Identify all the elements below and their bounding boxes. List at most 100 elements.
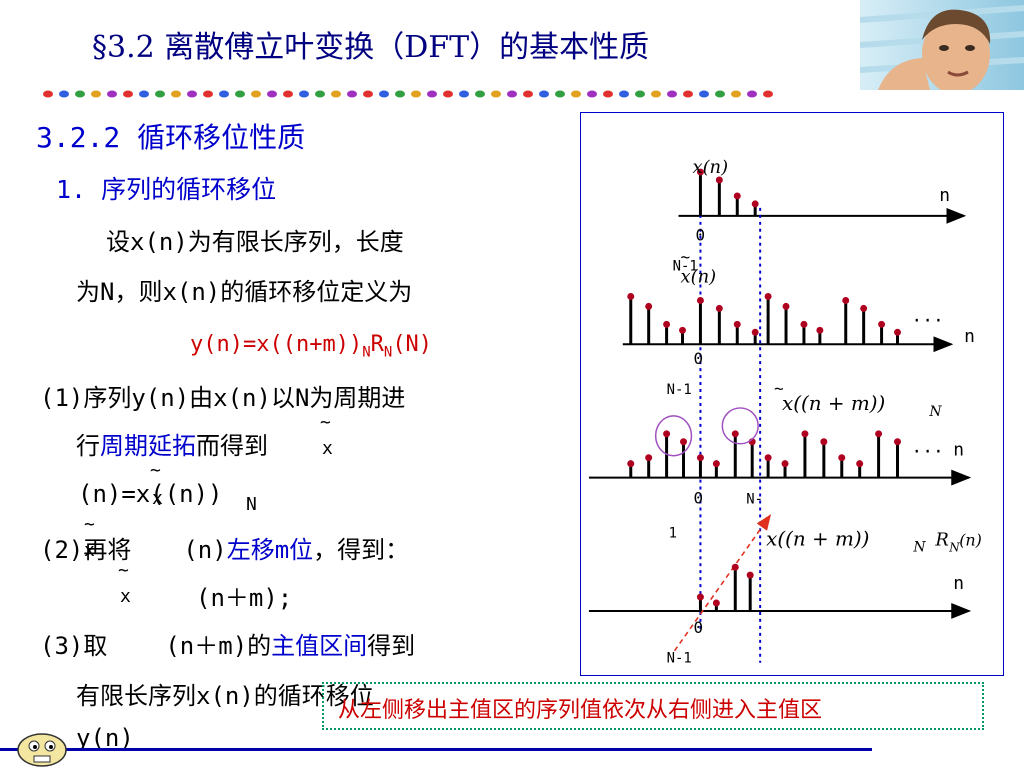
divider-dot [187, 90, 197, 98]
tilde-mark-3: ~ [84, 514, 95, 535]
step-1-equation: (n)=x((n)) [78, 480, 223, 508]
divider-dot [91, 90, 101, 98]
header-photo [860, 0, 1024, 90]
divider-dot [459, 90, 469, 98]
divider-dot [571, 90, 581, 98]
label-zero-row-2: 0 [693, 349, 703, 368]
step-1-line-a: (1)序列y(n)由x(n)以N为周期进 [40, 384, 406, 412]
tilde-row-2: ~ [681, 248, 691, 267]
stem-row-3-dot [645, 454, 653, 462]
step-3-line-b: 有限长序列x(n)的循环移位 [76, 682, 374, 710]
label-n1-row-1: N-1 [673, 259, 698, 275]
label-n1-row-2: N-1 [667, 382, 692, 398]
divider-dot [155, 90, 165, 98]
divider-dot [315, 90, 325, 98]
tilde-mark-2: ~ [150, 460, 161, 481]
divider-dot [475, 90, 485, 98]
stem-row-2-dot [645, 302, 653, 310]
stem-row-2-dot [816, 326, 824, 334]
stem-row-1-dot [733, 192, 741, 200]
divider-dot [443, 90, 453, 98]
divider-dot [75, 90, 85, 98]
stem-row-2-dot [894, 328, 901, 336]
divider-dot [619, 90, 629, 98]
text-line-2: 为N，则x(n)的循环移位定义为 [76, 278, 413, 306]
label-n-row-3: n [953, 440, 964, 461]
x-tilde-letter-1: x [322, 438, 333, 459]
divider-dot [491, 90, 501, 98]
formula-subscript-1: N [362, 344, 371, 361]
stem-row-2-dot [627, 292, 635, 300]
label-zero-row-1: 0 [695, 226, 705, 245]
explanation-note: 从左侧移出主值区的序列值依次从右侧进入主值区 [322, 682, 984, 730]
formula-subscript-2: N [383, 344, 393, 361]
divider-dot [507, 90, 517, 98]
divider-dot [235, 90, 245, 98]
stem-row-3-dot [680, 438, 687, 446]
step-1-post: 而得到 [196, 432, 268, 460]
label-n-minus-row-3: N- [746, 491, 763, 507]
divider-dot [59, 90, 69, 98]
label-zero-row-3: 0 [693, 488, 703, 507]
divider-dot [331, 90, 341, 98]
divider-dot [203, 90, 213, 98]
decorative-dot-divider [43, 90, 773, 98]
label-dots-row-2: ··· [911, 310, 943, 331]
diagram-axes [588, 173, 972, 663]
step-3-line: (3)取 (n＋m)的主值区间得到 [40, 626, 415, 661]
divider-dot [219, 90, 229, 98]
step-3-pre: (3)取 [40, 632, 108, 660]
diagram-labels: x(n)n0N-1~x(n)···n0N-1 ~x((n + m)) N··· n0 N… [654, 157, 982, 667]
divider-dot [251, 90, 261, 98]
mascot-icon [17, 733, 67, 767]
divider-dot [123, 90, 133, 98]
stem-row-3-dot [712, 460, 720, 468]
stem-row-4-dot [731, 563, 739, 571]
label-sub-n-row-3: N [928, 404, 942, 420]
divider-dot [139, 90, 149, 98]
subsection-heading: 1. 序列的循环移位 [56, 175, 277, 204]
divider-dot [699, 90, 709, 98]
step-1-line-b: 行周期延拓而得到 [76, 426, 268, 461]
divider-dot [715, 90, 725, 98]
divider-dot [283, 90, 293, 98]
stem-row-2-dot [782, 302, 790, 310]
step-3-line-c: y(n) [76, 724, 134, 752]
stem-row-4-dot [712, 599, 720, 607]
label-x-tilde-n: x(n) [681, 267, 717, 288]
section-heading: 3.2.2 循环移位性质 [36, 121, 306, 154]
divider-dot [587, 90, 597, 98]
stem-row-2-dot [751, 328, 759, 336]
footer-line [0, 748, 872, 751]
step-2-keyword: 左移m位 [226, 536, 314, 564]
stem-row-1-dot [696, 168, 704, 176]
label-r-row-4: R [934, 529, 948, 550]
divider-dot [667, 90, 677, 98]
step-2-mid: (n) [183, 536, 227, 564]
stem-row-3-dot [696, 454, 704, 462]
step-2-line: (2)再将 (n)左移m位，得到： [40, 530, 409, 565]
x-tilde-letter-3: x [84, 540, 95, 561]
divider-dot [731, 90, 741, 98]
tilde-mark-4: ~ [118, 560, 129, 581]
stem-row-2-dot [679, 326, 687, 334]
label-xn: x(n) [692, 157, 728, 178]
stem-row-2-dot [696, 296, 704, 304]
x-tilde-letter-4: x [120, 586, 131, 607]
stem-row-1-dot [751, 200, 759, 208]
divider-dot [379, 90, 389, 98]
text-line-1: 设x(n)为有限长序列，长度 [106, 228, 404, 256]
divider-dot [427, 90, 437, 98]
formula-main: y(n)=x((n+m)) [190, 332, 363, 357]
stem-row-1-dot [715, 176, 723, 184]
step-1-keyword: 周期延拓 [100, 432, 196, 460]
label-one-row-3: 1 [669, 525, 677, 541]
label-n-row-4: n [953, 573, 964, 594]
divider-dot [395, 90, 405, 98]
divider-dot [43, 90, 53, 98]
step-2-pre: (2)再将 [40, 536, 132, 564]
label-n1-row-4: N-1 [667, 651, 692, 667]
tilde-row-3: ~ [774, 379, 784, 398]
divider-dot [603, 90, 613, 98]
label-n-row-1: n [939, 185, 950, 206]
